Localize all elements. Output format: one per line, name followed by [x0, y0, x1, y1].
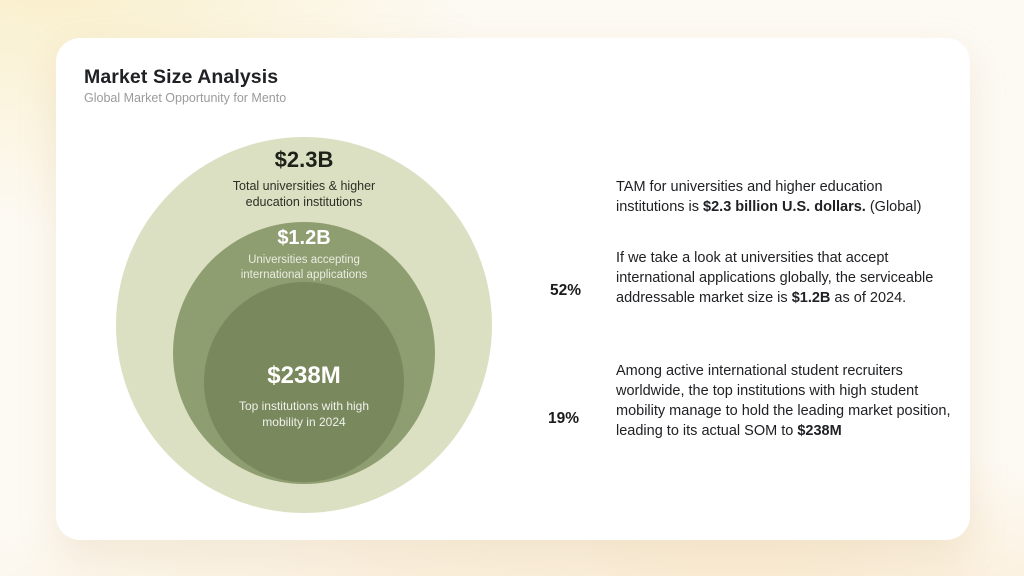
note-tam: TAM for universities and higher educatio…	[616, 177, 954, 217]
note-sam: If we take a look at universities that a…	[616, 248, 954, 308]
som-percent-label: 19%	[548, 410, 580, 427]
som-circle: $238M Top institutions with high mobilit…	[204, 282, 404, 482]
page-title: Market Size Analysis	[84, 66, 279, 88]
note-sam-bold: $1.2B	[791, 290, 831, 306]
page-subtitle: Global Market Opportunity for Mento	[84, 91, 287, 105]
note-tam-suffix: (Global)	[865, 199, 922, 215]
sam-value: $1.2B	[277, 227, 331, 249]
tam-value: $2.3B	[274, 147, 334, 172]
slide-card: Market Size Analysis Global Market Oppor…	[56, 38, 970, 540]
tam-label: Total universities & higher education in…	[232, 179, 376, 209]
som-label: Top institutions with high mobility in 2…	[238, 399, 370, 429]
sam-percent-label: 52%	[550, 282, 582, 299]
note-tam-text: TAM for universities and higher educatio…	[616, 179, 883, 215]
som-value: $238M	[267, 362, 341, 389]
note-sam-text: If we take a look at universities that a…	[616, 250, 934, 306]
note-som-text: Among active international student recru…	[616, 363, 951, 439]
note-som: Among active international student recru…	[616, 361, 954, 441]
sam-label: Universities accepting international app…	[240, 254, 368, 281]
note-tam-bold: $2.3 billion U.S. dollars.	[703, 199, 866, 215]
note-sam-suffix: as of 2024.	[830, 290, 907, 306]
note-som-bold: $238M	[797, 423, 842, 439]
